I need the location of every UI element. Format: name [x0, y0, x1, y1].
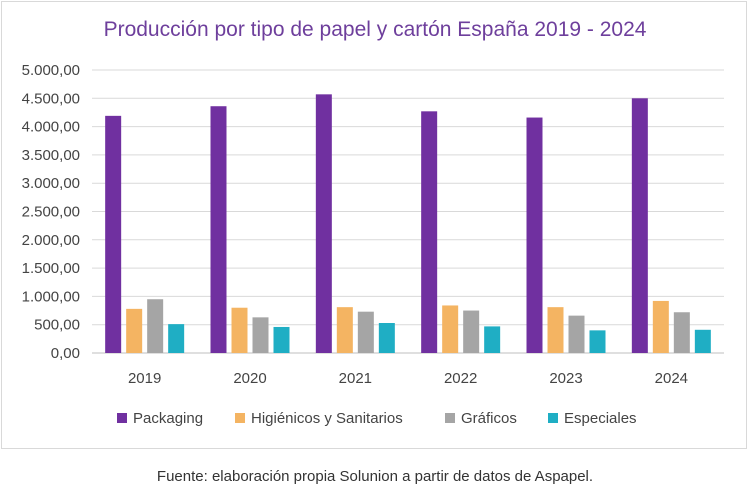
- grid-lines: [92, 69, 724, 354]
- bar: [273, 326, 290, 353]
- bar: [463, 310, 480, 353]
- bar: [336, 307, 353, 353]
- bar: [673, 312, 690, 353]
- legend-swatch: [548, 413, 558, 423]
- y-tick-label: 500,00: [34, 317, 80, 334]
- y-tick-label: 5.000,00: [22, 62, 80, 79]
- legend-label: Higiénicos y Sanitarios: [251, 410, 403, 427]
- y-tick-label: 3.500,00: [22, 147, 80, 164]
- bar: [589, 330, 606, 353]
- legend-swatch: [235, 413, 245, 423]
- x-axis: 2019 2020 2021 2022 2023 2024: [128, 370, 688, 387]
- x-tick-label: 2020: [233, 370, 266, 387]
- y-tick-label: 3.000,00: [22, 175, 80, 192]
- y-tick-label: 1.000,00: [22, 288, 80, 305]
- bar: [652, 300, 669, 353]
- bar: [126, 308, 143, 353]
- legend: Packaging Higiénicos y Sanitarios Gráficos…: [117, 410, 637, 427]
- bar: [442, 305, 459, 353]
- y-tick-label: 4.000,00: [22, 119, 80, 136]
- legend-label: Packaging: [133, 410, 203, 427]
- y-axis: 0,00 500,00 1.000,00 1.500,00 2.000,00 2.500,…: [22, 62, 80, 362]
- source-note: Fuente: elaboración propia Solunion a pa…: [156, 468, 594, 485]
- legend-label: Especiales: [564, 410, 637, 427]
- x-tick-label: 2024: [655, 370, 688, 387]
- chart-frame: [1, 1, 747, 449]
- legend-swatch: [117, 413, 127, 423]
- bar: [168, 324, 185, 353]
- bar: [421, 111, 438, 354]
- bar: [568, 315, 585, 353]
- y-tick-label: 0,00: [51, 345, 80, 362]
- x-tick-label: 2023: [549, 370, 582, 387]
- legend-label: Gráficos: [461, 410, 517, 427]
- x-tick-label: 2022: [444, 370, 477, 387]
- bars: [105, 94, 711, 354]
- bar: [357, 311, 374, 353]
- bar: [210, 106, 227, 353]
- y-tick-label: 1.500,00: [22, 260, 80, 277]
- y-tick-label: 2.500,00: [22, 204, 80, 221]
- bar: [105, 115, 122, 353]
- chart-title: Producción por tipo de papel y cartón Es…: [103, 18, 647, 41]
- x-tick-label: 2019: [128, 370, 161, 387]
- bar: [378, 323, 395, 353]
- bar-chart: 0,00 500,00 1.000,00 1.500,00 2.000,00 2.500,…: [22, 62, 724, 427]
- x-tick-label: 2021: [339, 370, 372, 387]
- bar: [231, 307, 248, 353]
- bar: [526, 117, 543, 353]
- legend-swatch: [445, 413, 455, 423]
- y-tick-label: 4.500,00: [22, 90, 80, 107]
- bar: [694, 329, 711, 353]
- bar: [547, 307, 564, 353]
- bar: [484, 326, 501, 353]
- bar: [147, 299, 164, 353]
- bar: [315, 94, 332, 353]
- y-tick-label: 2.000,00: [22, 232, 80, 249]
- bar: [631, 98, 648, 353]
- bar: [252, 317, 269, 353]
